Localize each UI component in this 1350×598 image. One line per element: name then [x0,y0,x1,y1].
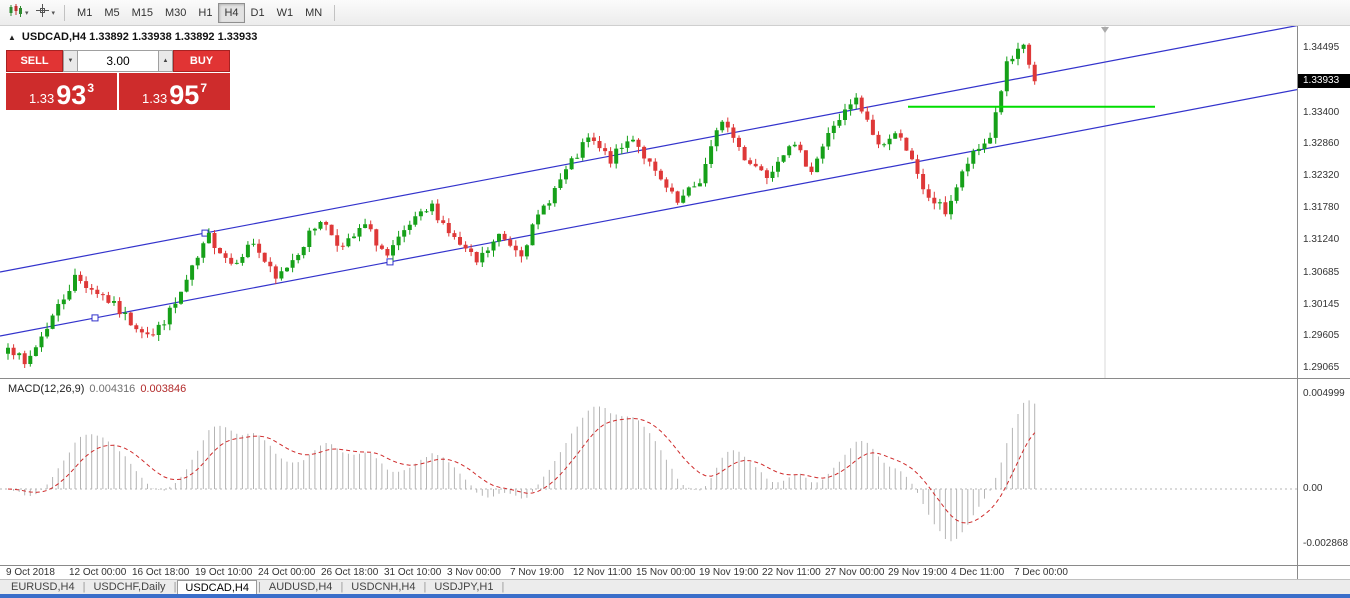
toolbar-separator [334,4,336,21]
time-axis-label: 4 Dec 11:00 [951,567,1005,578]
window-bottom-border [0,594,1350,598]
macd-main-value: 0.004316 [89,383,136,395]
price-axis-label: 1.30685 [1303,266,1340,278]
price-chart-region: ▲ USDCAD,H4 1.33892 1.33938 1.33892 1.33… [0,26,1350,378]
time-axis-label: 19 Nov 19:00 [699,567,759,578]
one-click-toggle-icon[interactable]: ▲ [8,32,16,42]
macd-axis-label: 0.004999 [1303,388,1345,399]
sell-button[interactable]: SELL [6,50,63,72]
time-axis-label: 12 Oct 00:00 [69,567,127,578]
macd-axis-label: -0.002868 [1303,537,1349,549]
timeframe-w1[interactable]: W1 [271,3,300,23]
price-axis-label: 1.33400 [1303,106,1340,118]
price-chart-canvas[interactable] [0,26,1297,378]
macd-indicator-region: MACD(12,26,9) 0.004316 0.003846 0.004999… [0,378,1350,566]
macd-label: MACD(12,26,9) 0.004316 0.003846 [8,383,186,395]
tab-divider: | [82,581,86,593]
time-axis[interactable]: 9 Oct 2018 12 Oct 00:00 16 Oct 18:00 19 Oct… [0,565,1350,580]
toolbar-separator [64,4,66,21]
time-axis-label: 31 Oct 10:00 [384,567,442,578]
macd-name: MACD(12,26,9) [8,383,85,395]
price-axis-label: 1.29605 [1303,330,1340,342]
buy-price-prefix: 1.33 [141,90,168,106]
timeframe-m5[interactable]: M5 [98,3,125,23]
tab-divider: | [173,581,177,593]
timeframe-h4[interactable]: H4 [218,2,245,23]
time-axis-label: 9 Oct 2018 [6,567,55,578]
volume-decrease-button[interactable]: ▼ [63,50,78,72]
one-click-trade-panel: SELL ▼ 3.00 ▲ BUY 1.33 93 3 1.33 95 7 [6,50,230,110]
sell-price-big: 93 [56,79,87,110]
timeframe-d1[interactable]: D1 [245,3,271,23]
macd-signal-value: 0.003846 [140,383,187,395]
chart-tab-audusd-h4[interactable]: AUDUSD,H4 [268,580,333,593]
chart-type-dropdown-caret[interactable]: ▾ [25,9,29,17]
price-axis-label: 1.30145 [1303,298,1340,310]
time-axis-label: 7 Nov 19:00 [510,567,564,578]
current-price-tag: 1.33933 [1298,74,1350,89]
time-axis-label: 26 Oct 18:00 [321,567,379,578]
timeframe-m15[interactable]: M15 [126,3,159,23]
price-axis-label: 1.31780 [1303,202,1340,214]
top-toolbar: ▾ ▾ M1 M5 M15 M30 H1 H4 D1 W1 MN [0,0,1350,26]
timeframe-m1[interactable]: M1 [71,3,98,23]
tab-divider: | [340,581,344,593]
time-axis-label: 7 Dec 00:00 [1014,567,1068,578]
time-axis-label: 12 Nov 11:00 [573,567,632,578]
chart-tab-usdchf-daily[interactable]: USDCHF,Daily [93,580,166,593]
timeframe-h1[interactable]: H1 [192,3,218,23]
sell-price-pip: 3 [87,81,95,95]
price-axis-label: 1.32320 [1303,170,1340,182]
timeframe-mn[interactable]: MN [299,3,328,23]
tab-divider: | [258,581,261,593]
chart-type-icon[interactable] [8,3,23,23]
chart-tab-usdjpy-h1[interactable]: USDJPY,H1 [434,580,494,593]
chart-tab-usdcnh-h4[interactable]: USDCNH,H4 [351,580,416,593]
tab-divider: | [501,581,505,593]
sell-price-display[interactable]: 1.33 93 3 [6,73,117,110]
buy-price-pip: 7 [200,81,208,95]
volume-input[interactable]: 3.00 [78,50,158,72]
macd-axis-label: 0.00 [1303,483,1323,494]
chart-tab-eurusd-h4[interactable]: EURUSD,H4 [11,580,75,593]
price-axis-label: 1.34495 [1303,42,1340,53]
time-axis-label: 15 Nov 00:00 [636,567,696,578]
time-axis-label: 22 Nov 11:00 [762,567,821,578]
cursor-tool-dropdown-caret[interactable]: ▾ [51,9,56,17]
time-axis-label: 16 Oct 18:00 [132,567,190,578]
time-axis-label: 24 Oct 00:00 [258,567,316,578]
macd-axis: 0.004999 0.00 -0.002868 [1297,379,1350,566]
buy-button[interactable]: BUY [173,50,230,72]
time-axis-label: 27 Nov 00:00 [825,567,885,578]
cursor-tool-icon[interactable] [35,3,50,23]
price-axis[interactable]: 1.34495 1.33400 1.32860 1.32320 1.31780 1.312… [1297,26,1350,378]
price-axis-label: 1.29065 [1303,362,1340,374]
chart-title: ▲ USDCAD,H4 1.33892 1.33938 1.33892 1.33… [8,31,257,43]
time-axis-label: 19 Oct 10:00 [195,567,253,578]
timeframe-buttons: M1 M5 M15 M30 H1 H4 D1 W1 MN [71,2,328,23]
macd-canvas[interactable] [0,379,1297,566]
price-axis-label: 1.31240 [1303,234,1340,245]
chart-tabs-bar: EURUSD,H4 | USDCHF,Daily | USDCAD,H4 | AUDUSD,… [0,579,1350,595]
buy-price-display[interactable]: 1.33 95 7 [119,73,230,110]
time-axis-label: 3 Nov 00:00 [447,567,501,578]
chart-title-text: USDCAD,H4 1.33892 1.33938 1.33892 1.3393… [21,31,258,43]
time-axis-label: 29 Nov 19:00 [888,567,948,578]
buy-price-big: 95 [169,79,200,110]
tab-divider: | [423,581,427,593]
price-axis-label: 1.32860 [1303,138,1340,150]
volume-increase-button[interactable]: ▲ [158,50,173,72]
chart-tab-usdcad-h4[interactable]: USDCAD,H4 [177,579,257,595]
timeframe-m30[interactable]: M30 [159,3,192,23]
sell-price-prefix: 1.33 [28,90,55,106]
